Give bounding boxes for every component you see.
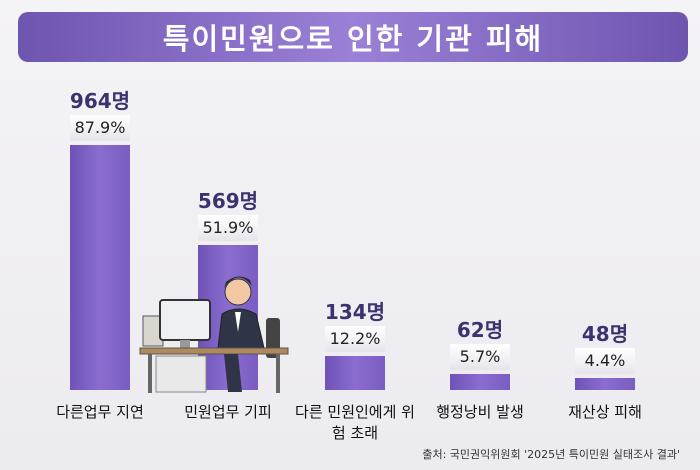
share-label: 12.2% (325, 325, 385, 352)
value-label: 48명 (581, 321, 629, 346)
x-tick-label: 민원업무 기피 (184, 403, 272, 421)
illustration (139, 276, 289, 393)
value-label: 134명 (324, 299, 386, 324)
bar (575, 377, 635, 390)
share-label: 4.4% (575, 347, 635, 374)
value-label: 569명 (197, 189, 259, 214)
x-tick-label: 행정낭비 발생 (436, 403, 524, 421)
share-label: 51.9% (198, 215, 258, 242)
share-label: 87.9% (70, 115, 130, 142)
x-tick-label: 다른업무 지연 (56, 403, 144, 421)
bar (325, 355, 385, 390)
share-label: 5.7% (450, 344, 510, 371)
bar (450, 374, 510, 390)
source-note: 출처: 국민권익위원회 '2025년 특이민원 실태조사 결과' (422, 448, 680, 461)
x-tick-label: 다른 민원인에게 위험 초래 (295, 403, 415, 442)
bar (70, 145, 130, 390)
value-label: 62명 (456, 318, 504, 343)
value-label: 964명 (69, 89, 131, 114)
x-tick-label: 재산상 피해 (568, 403, 642, 421)
chart-title: 특이민원으로 인한 기관 피해 (18, 12, 688, 62)
